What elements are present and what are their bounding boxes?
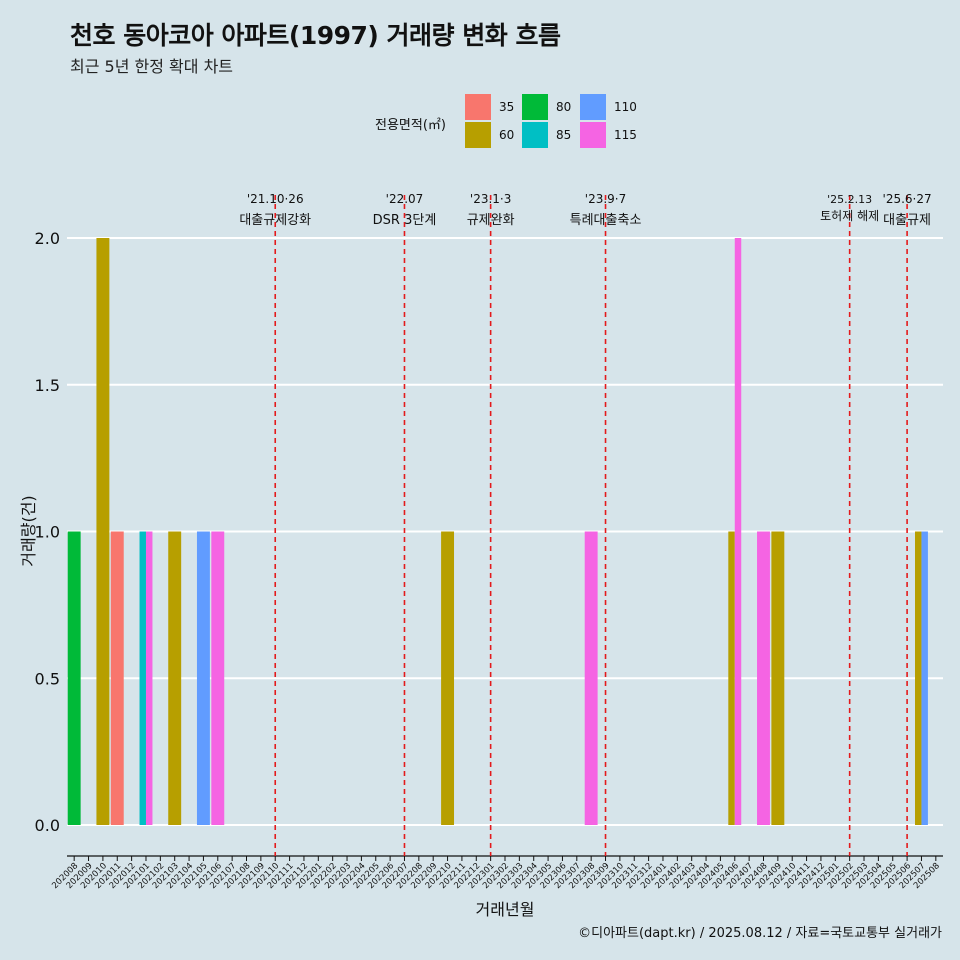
legend-label-80: 80 <box>556 100 572 114</box>
legend-swatch-80 <box>522 94 548 120</box>
x-axis-title: 거래년월 <box>476 900 535 919</box>
bar-202011-35 <box>110 531 124 825</box>
legend-item-85: 85 <box>522 122 571 148</box>
event-date: '23.9·7 <box>585 192 626 206</box>
bar-202507-110 <box>921 531 928 825</box>
event-date: '22.07 <box>386 192 424 206</box>
event-label: 규제완화 <box>467 213 515 228</box>
legend-swatch-60 <box>465 122 491 148</box>
legend-swatch-85 <box>522 122 548 148</box>
event-label: 토허제 해제 <box>820 209 879 223</box>
legend: 전용면적(㎡) 35 60 80 85 110 115 <box>375 92 675 152</box>
legend-swatch-110 <box>580 94 606 120</box>
legend-label-110: 110 <box>614 100 637 114</box>
bar-202101-85 <box>139 531 146 825</box>
y-tick-label: 0.5 <box>35 669 60 688</box>
bar-202308-115 <box>584 531 598 825</box>
event-date: '21.10·26 <box>247 192 304 206</box>
y-tick-label: 1.5 <box>35 376 60 395</box>
event-date: '25.6·27 <box>883 192 932 206</box>
event-label: 대출규제강화 <box>239 213 311 228</box>
legend-label-115: 115 <box>614 128 637 142</box>
event-date: '23.1·3 <box>470 192 511 206</box>
legend-item-60: 60 <box>465 122 514 148</box>
legend-item-115: 115 <box>580 122 637 148</box>
y-tick-label: 0.0 <box>35 816 60 835</box>
bar-202106-115 <box>211 531 225 825</box>
bar-202507-60 <box>914 531 922 825</box>
source-footer: ©디아파트(dapt.kr) / 2025.08.12 / 자료=국토교통부 실… <box>578 926 942 941</box>
bar-202408-115 <box>757 531 770 825</box>
bar-202010-60 <box>96 238 110 825</box>
bar-202406-115 <box>734 238 742 825</box>
legend-swatch-35 <box>465 94 491 120</box>
event-date: '25.2.13 <box>827 193 872 206</box>
y-tick-label: 1.0 <box>35 523 60 542</box>
legend-label-85: 85 <box>556 128 572 142</box>
bar-202008-80 <box>67 531 81 825</box>
bar-202210-60 <box>441 531 455 825</box>
bar-202406-60 <box>728 531 735 825</box>
chart-subtitle: 최근 5년 한정 확대 차트 <box>70 57 234 76</box>
event-label: 특례대출축소 <box>570 213 642 228</box>
bar-202409-60 <box>771 531 785 825</box>
legend-label-60: 60 <box>499 128 515 142</box>
bar-202103-60 <box>168 531 182 825</box>
legend-item-35: 35 <box>465 94 514 120</box>
chart-title: 천호 동아코아 아파트(1997) 거래량 변화 흐름 <box>70 21 561 50</box>
event-label: DSR 3단계 <box>373 213 437 228</box>
bar-202105-110 <box>196 531 210 825</box>
legend-item-80: 80 <box>522 94 571 120</box>
event-label: 대출규제 <box>883 213 931 228</box>
legend-item-110: 110 <box>580 94 637 120</box>
legend-label-35: 35 <box>499 100 515 114</box>
legend-swatch-115 <box>580 122 606 148</box>
legend-title: 전용면적(㎡) <box>375 118 446 133</box>
bar-202101-115 <box>145 531 153 825</box>
y-tick-label: 2.0 <box>35 229 60 248</box>
y-axis-title: 거래량(건) <box>19 495 38 566</box>
